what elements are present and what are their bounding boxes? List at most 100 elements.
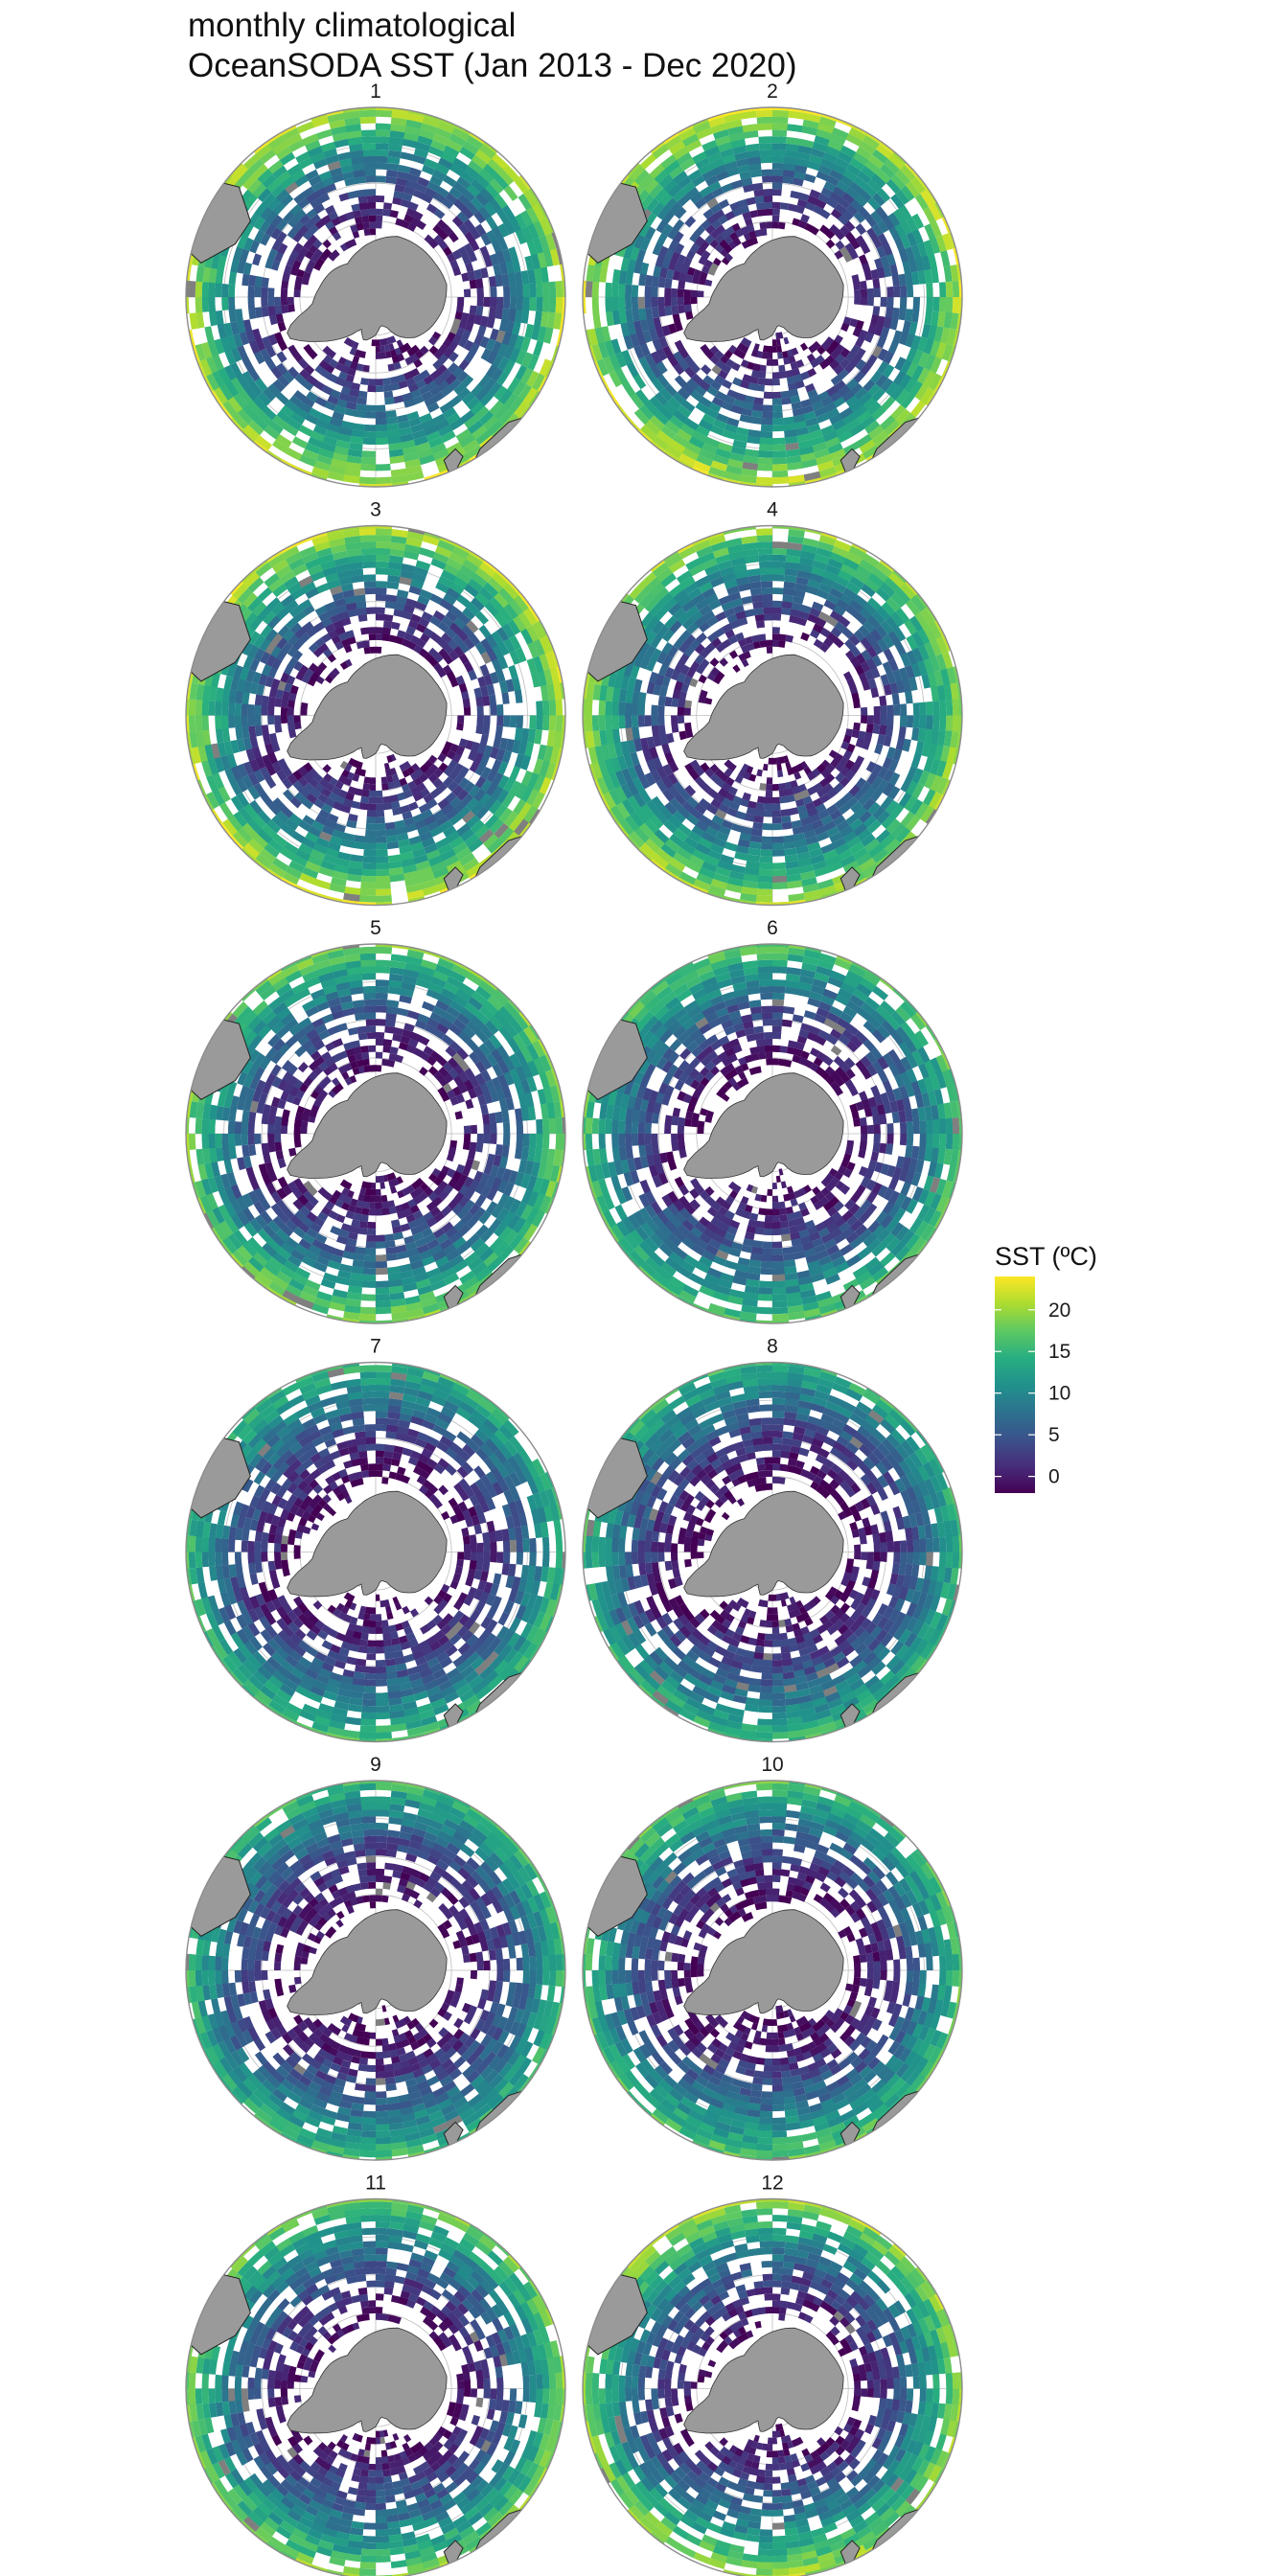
sst-cell xyxy=(611,268,621,297)
sst-cell xyxy=(449,318,462,334)
sst-cell xyxy=(287,297,294,305)
sst-cell xyxy=(952,715,960,732)
sst-cell xyxy=(365,829,386,838)
sst-cell xyxy=(877,638,889,652)
sst-cell xyxy=(812,204,831,219)
sst-cell xyxy=(387,363,396,372)
sst-cell xyxy=(862,862,880,878)
sst-cell xyxy=(223,364,237,381)
sst-cell xyxy=(507,1037,521,1054)
sst-cell xyxy=(376,1188,381,1196)
sst-cell xyxy=(646,799,669,825)
sst-cell xyxy=(778,1168,784,1176)
sst-cell xyxy=(264,572,280,587)
sst-cell xyxy=(533,774,545,793)
sst-cell xyxy=(712,164,726,175)
sst-cell xyxy=(532,1040,545,1058)
sst-cell xyxy=(299,959,332,977)
sst-cell xyxy=(354,1052,363,1062)
sst-cell xyxy=(435,1255,449,1268)
sst-cell xyxy=(494,1010,518,1038)
sst-cell xyxy=(480,1070,492,1083)
sst-cell xyxy=(390,465,423,477)
sst-cell xyxy=(502,715,511,727)
sst-cell xyxy=(394,347,402,356)
sst-cell xyxy=(699,1216,711,1229)
sst-cell xyxy=(279,1265,296,1279)
sst-cell xyxy=(840,776,851,788)
sst-cell xyxy=(749,1212,759,1221)
sst-cell xyxy=(883,351,895,365)
sst-cell xyxy=(489,253,499,266)
sst-cell xyxy=(473,1046,493,1070)
sst-cell xyxy=(451,1203,464,1215)
sst-cell xyxy=(895,169,911,186)
sst-cell xyxy=(308,1055,326,1071)
sst-cell xyxy=(748,163,762,172)
sst-cell xyxy=(428,855,444,867)
sst-cell xyxy=(829,832,843,843)
sst-cell xyxy=(898,297,908,321)
sst-cell xyxy=(325,429,352,443)
sst-cell xyxy=(787,349,794,357)
sst-cell xyxy=(822,849,838,861)
sst-cell xyxy=(287,163,302,176)
sst-cell xyxy=(220,1173,231,1189)
sst-cell xyxy=(288,304,295,312)
sst-cell xyxy=(333,1038,344,1048)
sst-cell xyxy=(673,607,686,621)
sst-cell xyxy=(778,788,794,797)
map-panel-month-6: 6 xyxy=(582,917,963,1324)
sst-cell xyxy=(432,169,447,181)
sst-cell xyxy=(936,685,946,702)
sst-cell xyxy=(271,1233,286,1247)
sst-cell xyxy=(387,1272,402,1281)
sst-cell xyxy=(880,1092,892,1115)
sst-cell xyxy=(402,811,413,820)
sst-cell xyxy=(701,1050,719,1067)
sst-cell xyxy=(882,782,895,796)
sst-cell xyxy=(422,116,440,128)
map-boundary-circle xyxy=(582,106,963,488)
sst-cell xyxy=(893,286,901,297)
sst-cell xyxy=(696,872,713,886)
sst-cell xyxy=(435,163,449,175)
sst-cell xyxy=(521,352,533,368)
sst-cell xyxy=(277,1176,288,1188)
map-boundary-circle xyxy=(185,943,566,1324)
sst-cell xyxy=(708,535,726,546)
sst-cell xyxy=(433,662,447,678)
sst-cell xyxy=(234,715,242,728)
sst-cell xyxy=(408,1254,422,1264)
sst-cell xyxy=(299,1291,316,1303)
sst-cell xyxy=(449,163,475,184)
sst-cell xyxy=(509,1233,524,1250)
sst-cell xyxy=(463,661,474,673)
sst-cell xyxy=(518,1220,532,1237)
sst-cell xyxy=(720,1063,735,1076)
sst-cell xyxy=(885,724,894,737)
sst-cell xyxy=(380,1194,388,1203)
sst-cell xyxy=(311,1238,334,1254)
sst-cell xyxy=(466,620,479,633)
sst-cell xyxy=(376,215,383,222)
sst-cell xyxy=(867,615,881,630)
sst-cell xyxy=(756,476,789,485)
sst-cell xyxy=(359,1313,376,1322)
sst-cell xyxy=(376,143,389,150)
sst-cell xyxy=(395,218,411,229)
sst-cell xyxy=(512,740,521,754)
sst-cell xyxy=(724,759,737,772)
sst-cell xyxy=(455,428,472,443)
sst-cell xyxy=(508,1170,518,1184)
sst-cell xyxy=(895,587,911,604)
sst-cell xyxy=(846,163,862,176)
sst-cell xyxy=(363,776,376,785)
sst-cell xyxy=(247,1256,264,1273)
sst-cell xyxy=(249,682,259,695)
sst-cell xyxy=(498,389,513,405)
sst-cell xyxy=(820,1070,831,1081)
sst-cell xyxy=(924,268,933,284)
sst-cell xyxy=(744,1204,753,1213)
sst-cell xyxy=(758,1051,767,1060)
